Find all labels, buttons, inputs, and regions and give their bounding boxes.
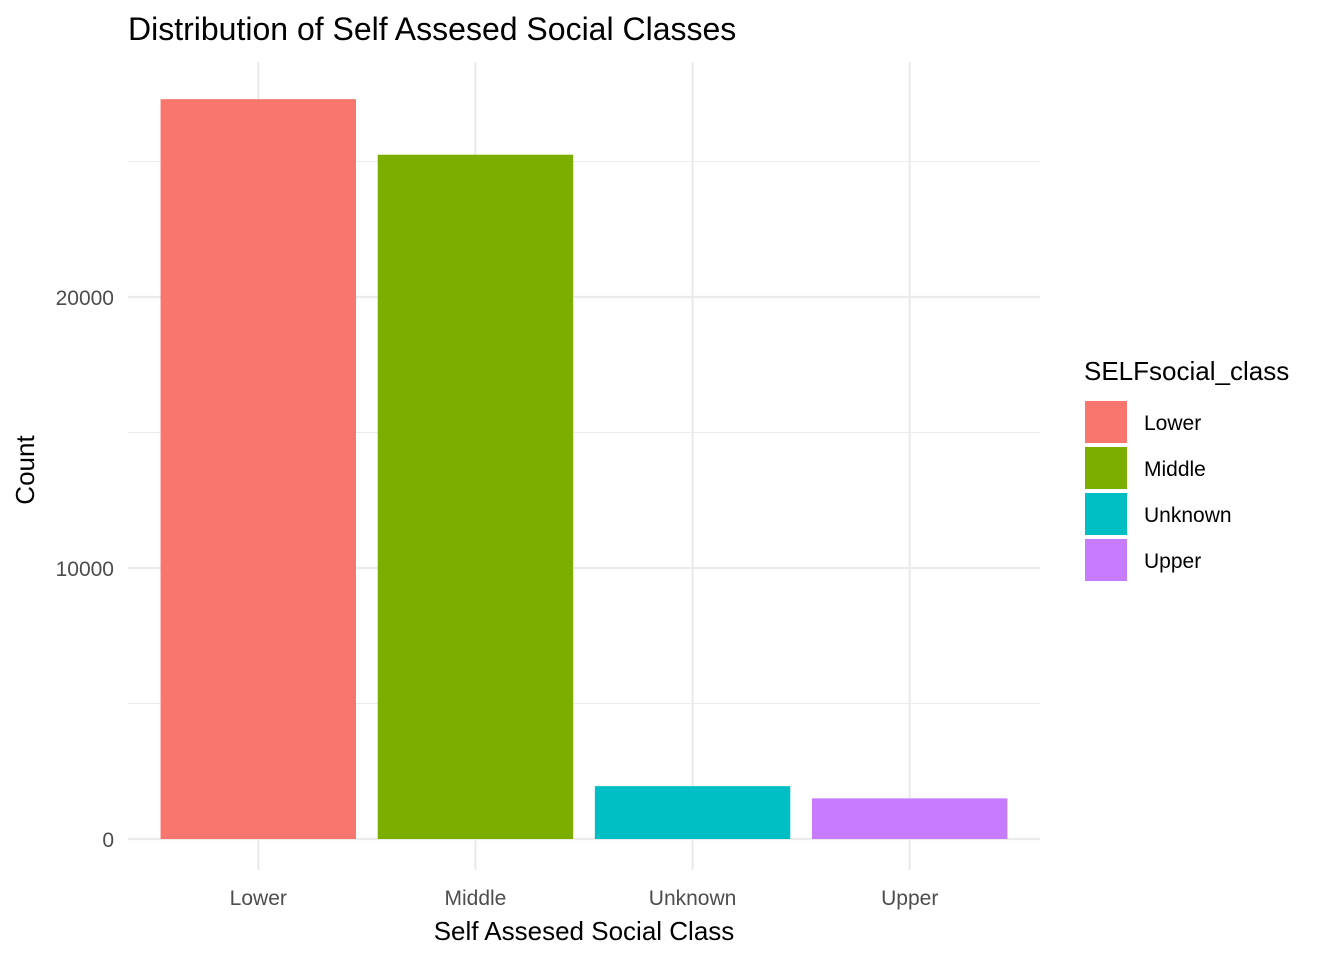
- x-axis-title: Self Assesed Social Class: [434, 916, 735, 946]
- legend-label: Upper: [1144, 550, 1201, 573]
- legend-label: Middle: [1144, 458, 1206, 481]
- legend-swatch: [1085, 539, 1127, 581]
- x-tick-label: Middle: [444, 887, 506, 910]
- legend-items: Lower Middle Unknown Upper: [1085, 401, 1232, 581]
- legend: SELFsocial_class Lower Middle Unknown Upper: [1084, 356, 1289, 581]
- bar-unknown: [594, 786, 791, 839]
- x-axis-ticks: Lower Middle Unknown Upper: [230, 887, 939, 910]
- legend-swatch: [1085, 447, 1127, 489]
- chart-title: Distribution of Self Assesed Social Clas…: [128, 11, 736, 47]
- y-axis-title: Count: [10, 435, 40, 505]
- legend-item-middle: Middle: [1085, 447, 1206, 489]
- bars: [160, 99, 1008, 840]
- x-tick-label: Upper: [881, 887, 938, 910]
- legend-label: Lower: [1144, 412, 1201, 435]
- bar-middle: [377, 154, 574, 840]
- bar-upper: [812, 798, 1008, 839]
- legend-item-upper: Upper: [1085, 539, 1201, 581]
- legend-swatch: [1085, 401, 1127, 443]
- legend-label: Unknown: [1144, 504, 1232, 527]
- legend-swatch: [1085, 493, 1127, 535]
- y-tick-label: 10000: [56, 558, 114, 581]
- legend-title: SELFsocial_class: [1084, 356, 1289, 386]
- y-tick-label: 0: [102, 829, 114, 852]
- x-tick-label: Unknown: [649, 887, 737, 910]
- y-axis-ticks: 0 10000 20000: [56, 287, 114, 852]
- legend-item-unknown: Unknown: [1085, 493, 1232, 535]
- y-tick-label: 20000: [56, 287, 114, 310]
- legend-item-lower: Lower: [1085, 401, 1201, 443]
- bar-lower: [160, 99, 356, 840]
- x-tick-label: Lower: [230, 887, 287, 910]
